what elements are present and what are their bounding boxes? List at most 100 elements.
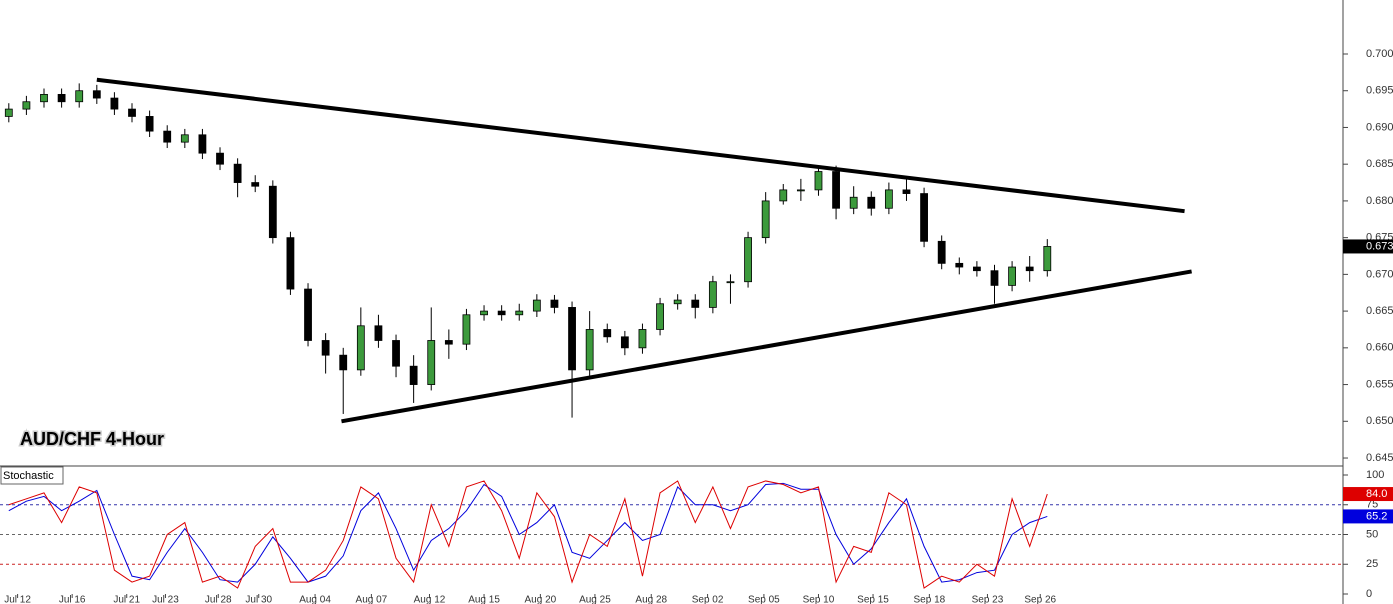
candle-body <box>57 93 66 103</box>
candle-body <box>1025 266 1034 272</box>
candle-body <box>110 97 119 110</box>
x-tick-label: Sep 05 <box>748 595 780 604</box>
stochastic-line <box>8 480 1048 589</box>
candle-body <box>902 189 911 194</box>
candle-body <box>1008 266 1016 286</box>
y-tick-label: 0.670 <box>1366 268 1393 280</box>
x-tick-label: Jul 23 <box>152 595 179 604</box>
x-tick-label: Sep 10 <box>803 595 835 604</box>
candle-body <box>497 310 506 316</box>
y-tick-label: 0.655 <box>1366 378 1393 390</box>
x-tick-label: Jul 21 <box>113 595 140 604</box>
candle-body <box>955 262 964 268</box>
candle-body <box>1043 246 1052 272</box>
candle-body <box>796 189 805 192</box>
candle-body <box>708 281 717 308</box>
x-tick-label: Aug 20 <box>525 595 557 604</box>
candle-body <box>92 90 101 99</box>
y-tick-label: 100 <box>1366 469 1384 481</box>
y-tick-label: 0.650 <box>1366 415 1393 427</box>
last-value-label: 84.0 <box>1366 488 1387 500</box>
candle-body <box>568 307 576 371</box>
candle-body <box>920 193 928 242</box>
candle-body <box>656 303 664 330</box>
last-value-box <box>1343 509 1393 524</box>
y-tick-label: 0.685 <box>1366 158 1393 170</box>
candle-body <box>550 299 559 308</box>
candle-body <box>744 237 752 283</box>
candle-body <box>620 336 629 349</box>
candle-body <box>22 101 31 110</box>
candle-body <box>356 325 365 371</box>
candle-body <box>691 299 700 308</box>
candle-body <box>884 189 893 209</box>
candle-body <box>286 237 295 290</box>
x-tick-label: Jul 12 <box>4 595 31 604</box>
candle-body <box>673 299 682 305</box>
candle-body <box>75 90 84 103</box>
x-tick-label: Sep 15 <box>857 595 889 604</box>
x-tick-label: Aug 25 <box>579 595 611 604</box>
x-tick-label: Aug 28 <box>635 595 667 604</box>
candle-body <box>480 310 488 316</box>
y-tick-label: 0.665 <box>1366 305 1393 317</box>
x-tick-label: Aug 07 <box>356 595 388 604</box>
candle-body <box>990 270 999 286</box>
trendline <box>96 77 1185 214</box>
candle-body <box>233 163 242 183</box>
y-tick-label: 25 <box>1366 558 1378 570</box>
candle-body <box>532 299 541 312</box>
candle-body <box>128 108 136 117</box>
last-value-label: 65.2 <box>1366 510 1387 522</box>
candle-body <box>638 329 647 349</box>
candle-body <box>814 171 823 191</box>
candle-body <box>40 93 48 103</box>
x-tick-label: Aug 15 <box>468 595 500 604</box>
y-tick-label: 0 <box>1366 588 1372 600</box>
candle-body <box>145 116 154 132</box>
x-tick-label: Jul 28 <box>205 595 232 604</box>
y-tick-label: 75 <box>1366 499 1378 511</box>
y-tick-label: 0.695 <box>1366 85 1393 97</box>
candle-body <box>515 310 524 316</box>
candle-body <box>251 182 260 187</box>
indicator-label: Stochastic <box>3 470 54 482</box>
candle-body <box>427 340 436 385</box>
candle-body <box>972 266 981 272</box>
current-price-label: 0.673 <box>1366 240 1393 252</box>
x-tick-label: Jul 30 <box>245 595 272 604</box>
candle-body <box>4 108 13 117</box>
candle-body <box>585 329 594 371</box>
y-tick-label: 0.645 <box>1366 452 1393 464</box>
stochastic-line <box>8 482 1048 583</box>
chart-title: AUD/CHF 4-Hour <box>20 429 164 449</box>
candle-body <box>180 134 189 143</box>
last-value-box <box>1343 487 1393 502</box>
x-tick-label: Aug 04 <box>299 595 331 604</box>
trendline <box>341 269 1192 424</box>
candle-body <box>444 340 453 345</box>
x-tick-label: Jul 16 <box>59 595 86 604</box>
candle-body <box>603 329 612 338</box>
y-tick-label: 50 <box>1366 528 1378 540</box>
candle-body <box>268 185 277 239</box>
candle-body <box>779 189 788 202</box>
candle-body <box>409 365 418 385</box>
candle-body <box>462 314 471 345</box>
indicator-label-box <box>0 466 64 485</box>
candle-body <box>374 325 383 341</box>
candle-body <box>832 171 840 209</box>
candle-body <box>761 200 770 239</box>
current-price-box <box>1343 239 1393 254</box>
candle-body <box>216 152 224 165</box>
candle-body <box>163 130 172 143</box>
candle-body <box>198 134 207 154</box>
candle-body <box>392 340 400 367</box>
candle-body <box>304 288 312 341</box>
candle-body <box>849 196 858 209</box>
x-tick-label: Sep 23 <box>972 595 1004 604</box>
candle-body <box>937 240 946 264</box>
y-tick-label: 0.690 <box>1366 121 1393 133</box>
x-tick-label: Sep 02 <box>692 595 724 604</box>
